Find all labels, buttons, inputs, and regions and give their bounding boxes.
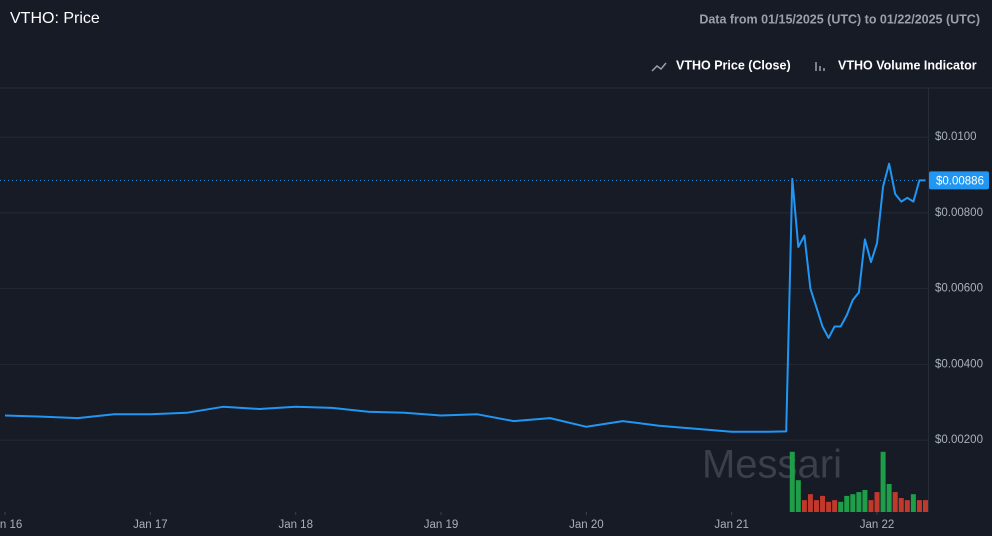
x-tick-label: Jan 17: [133, 519, 168, 531]
y-tick-label: $0.00600: [935, 283, 983, 295]
price-line: [4, 162, 926, 433]
volume-bar: [862, 489, 868, 512]
chart-title: VTHO: Price: [10, 10, 100, 27]
watermark: Messari: [702, 443, 842, 487]
volume-bar: [922, 500, 928, 512]
y-tick-label: $0.00800: [935, 207, 983, 219]
legend-icon: [815, 62, 825, 71]
legend-label: VTHO Price (Close): [676, 58, 791, 72]
volume-bar: [910, 494, 916, 512]
volume-bar: [916, 500, 922, 512]
y-tick-label: $0.00400: [935, 358, 983, 370]
y-tick-label: $0.00200: [935, 434, 983, 446]
last-price-label: $0.00886: [936, 175, 984, 187]
volume-bar: [898, 498, 904, 512]
volume-bar: [820, 495, 826, 512]
x-tick-label: Jan 20: [569, 519, 604, 531]
volume-bar: [904, 500, 910, 512]
legend: VTHO Price (Close) VTHO Volume Indicator: [651, 58, 977, 72]
volume-bar: [856, 492, 862, 512]
volume-bar: [850, 494, 856, 512]
volume-bar: [801, 500, 807, 512]
chart-subtitle: Data from 01/15/2025 (UTC) to 01/22/2025…: [699, 12, 980, 26]
volume-bar: [789, 451, 795, 512]
legend-label: VTHO Volume Indicator: [838, 58, 977, 72]
x-tick-label: Jan 18: [278, 519, 313, 531]
volume-bar: [826, 501, 832, 512]
x-tick-label: Jan 19: [424, 519, 459, 531]
legend-icon: [651, 62, 667, 72]
x-tick-label: Jan 21: [714, 519, 749, 531]
volume-bar: [844, 495, 850, 512]
y-tick-label: $0.0100: [935, 131, 977, 143]
volume-bar: [868, 500, 874, 512]
x-tick-label: Jan 16: [0, 519, 22, 531]
volume-bar: [874, 492, 880, 512]
volume-bar: [880, 451, 886, 512]
volume-bar: [832, 500, 838, 512]
x-tick-label: Jan 22: [860, 519, 895, 531]
volume-bar: [807, 494, 813, 512]
volume-bar: [886, 484, 892, 512]
volume-bar: [813, 500, 819, 512]
volume-bar: [838, 501, 844, 512]
volume-bar: [892, 492, 898, 512]
last-price-badge: [929, 171, 989, 190]
volume-bar: [795, 480, 801, 512]
